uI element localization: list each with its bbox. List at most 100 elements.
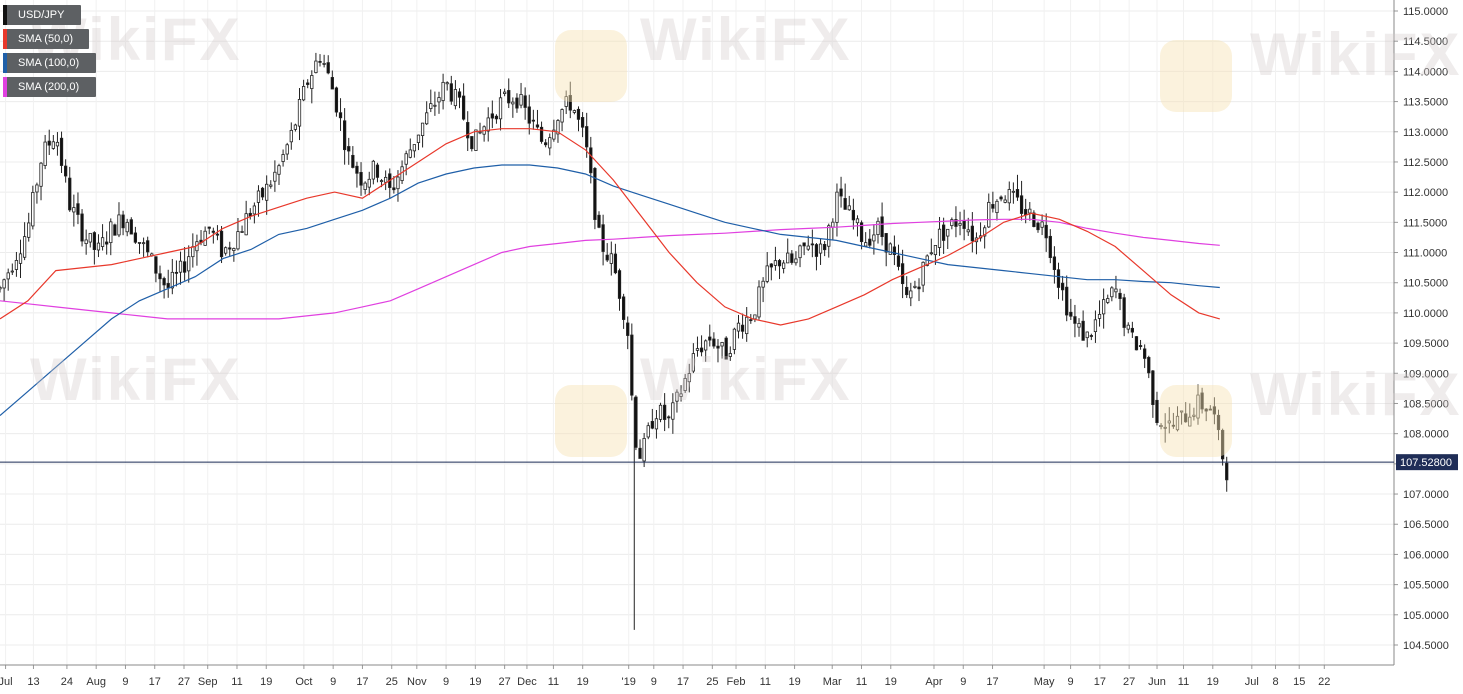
candle-body <box>429 103 433 109</box>
candle-body <box>1114 288 1118 293</box>
candle-body <box>991 204 995 209</box>
candle-body <box>260 187 265 198</box>
candle-body <box>96 242 101 251</box>
y-tick-label: 109.5000 <box>1403 338 1449 350</box>
candle-body <box>449 83 453 102</box>
candle-body <box>568 95 572 111</box>
candle-body <box>786 252 790 264</box>
x-tick-label: Aug <box>86 676 106 688</box>
candle-body <box>1220 429 1225 460</box>
x-tick-label: '19 <box>622 676 636 688</box>
candle-body <box>1134 336 1139 351</box>
candle-body <box>847 205 851 211</box>
candle-body <box>864 242 868 247</box>
x-tick-label: 19 <box>469 676 481 688</box>
y-tick-label: 111.0000 <box>1403 248 1447 260</box>
legend-item-usdjpy[interactable]: USD/JPY <box>3 5 81 25</box>
candle-body <box>1052 256 1057 271</box>
candle-body <box>100 237 105 247</box>
candle-body <box>1097 313 1102 319</box>
candle-body <box>909 290 913 299</box>
candle-body <box>1060 282 1065 291</box>
candle-body <box>1069 311 1073 317</box>
x-tick-label: 25 <box>386 676 398 688</box>
candle-body <box>80 213 84 242</box>
candle-body <box>174 271 179 274</box>
legend-item-sma100[interactable]: SMA (100,0) <box>3 53 96 73</box>
candle-body <box>408 149 412 158</box>
candle-body <box>769 263 773 268</box>
candle-body <box>872 234 876 242</box>
candle-body <box>814 244 819 257</box>
candle-body <box>621 296 626 320</box>
candle-body <box>658 404 663 420</box>
x-tick-label: Dec <box>517 676 537 688</box>
candle-body <box>474 129 478 151</box>
candle-body <box>519 94 523 106</box>
candle-body <box>929 252 933 255</box>
x-tick-label: 17 <box>356 676 368 688</box>
candle-body <box>256 190 261 203</box>
candle-body <box>412 144 417 152</box>
candle-body <box>10 270 14 273</box>
candle-body <box>802 242 806 247</box>
x-tick-label: 19 <box>1207 676 1219 688</box>
candle-body <box>162 278 166 286</box>
candle-body <box>695 348 700 351</box>
legend-label: SMA (100,0) <box>18 57 80 69</box>
candle-body <box>888 243 892 255</box>
candle-body <box>14 260 19 270</box>
candle-body <box>236 231 240 250</box>
candle-body <box>556 120 560 135</box>
candle-body <box>1143 348 1147 359</box>
candle-body <box>773 260 778 266</box>
candle-body <box>601 224 605 252</box>
candle-body <box>962 220 966 229</box>
candle-body <box>1048 235 1052 258</box>
candle-body <box>585 126 589 148</box>
x-tick-label: 17 <box>1094 676 1106 688</box>
candle-body <box>363 182 367 190</box>
candle-body <box>359 172 363 186</box>
candle-body <box>1102 299 1106 315</box>
candle-body <box>1077 323 1081 328</box>
candle-body <box>293 124 298 130</box>
candle-body <box>252 205 256 215</box>
x-tick-label: 27 <box>178 676 190 688</box>
candle-body <box>486 117 490 132</box>
candle-body <box>470 136 474 150</box>
candle-body <box>76 203 80 215</box>
candle-body <box>503 91 507 94</box>
candle-body <box>1155 399 1159 423</box>
candle-body <box>942 224 946 241</box>
candle-body <box>1015 189 1020 198</box>
candle-body <box>133 232 138 243</box>
candle-body <box>892 246 897 255</box>
candle-body <box>490 113 494 119</box>
sma100-line <box>0 164 1220 417</box>
candle-body <box>917 286 921 290</box>
candle-body <box>1110 287 1114 298</box>
candle-body <box>859 222 864 243</box>
candle-body <box>691 353 695 372</box>
candle-body <box>712 338 716 347</box>
candle-body <box>794 258 798 264</box>
candle-body <box>289 129 293 143</box>
x-tick-label: Jul <box>1245 676 1259 688</box>
legend-item-sma200[interactable]: SMA (200,0) <box>3 77 96 97</box>
candle-body <box>1216 414 1221 431</box>
legend-item-sma50[interactable]: SMA (50,0) <box>3 29 89 49</box>
candle-body <box>790 253 794 263</box>
x-tick-label: 19 <box>260 676 272 688</box>
candle-body <box>831 221 835 228</box>
candle-body <box>265 183 269 201</box>
candle-body <box>375 164 380 178</box>
candle-body <box>740 324 745 332</box>
candle-body <box>416 134 421 143</box>
candle-body <box>560 109 564 123</box>
candle-body <box>818 243 823 254</box>
candle-body <box>461 95 466 120</box>
candle-body <box>876 220 880 236</box>
y-tick-label: 110.5000 <box>1403 278 1448 290</box>
